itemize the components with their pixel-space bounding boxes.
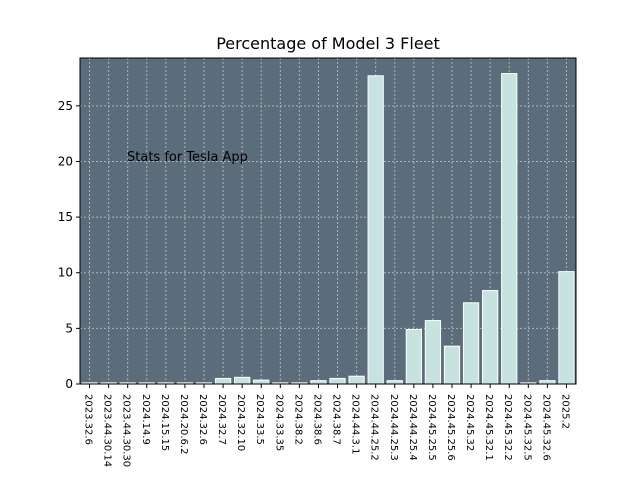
y-tick-label: 5	[65, 321, 73, 335]
x-tick-label: 2024.32.6	[197, 394, 208, 445]
x-tick-label: 2024.20.6.2	[178, 394, 189, 454]
bar	[462, 302, 480, 385]
x-tick-label: 2024.45.32.1	[483, 394, 494, 461]
x-tick-label: 2024.38.2	[292, 394, 303, 445]
x-tick-label: 2024.44.25.2	[369, 394, 380, 461]
axes: 0 5 10 15 20 25 2023.32.6 2023.44.30.14 2023.44.…	[58, 57, 577, 467]
x-tick-label: 2024.44.25.3	[388, 394, 399, 461]
bar	[234, 376, 251, 385]
bar	[501, 73, 518, 385]
x-tick-label: 2024.44.3.1	[350, 394, 361, 454]
y-tick-label: 10	[58, 266, 73, 280]
bar	[348, 375, 365, 385]
bar	[558, 271, 575, 385]
x-tick-label: 2024.45.25.5	[426, 394, 437, 461]
x-tick-label: 2025.2	[559, 394, 570, 429]
bar	[482, 290, 499, 385]
bar	[367, 75, 384, 385]
bar	[310, 380, 327, 385]
bar	[386, 380, 403, 385]
bar-series	[81, 73, 575, 385]
chart-annotation: Stats for Tesla App	[127, 150, 248, 165]
x-tick-label: 2024.38.6	[311, 394, 322, 445]
x-tick-label: 2024.32.10	[235, 394, 246, 451]
bar	[443, 345, 461, 385]
x-tick-label: 2024.33.5	[254, 394, 265, 445]
x-tick-label: 2024.45.32.6	[540, 394, 551, 461]
x-tick-label: 2023.44.30.30	[121, 394, 132, 467]
x-tick-label: 2024.32.7	[216, 394, 227, 445]
y-tick-label: 0	[65, 377, 73, 391]
plot-frame	[79, 57, 577, 385]
bar	[424, 320, 442, 385]
bar	[539, 380, 556, 385]
x-tick-label: 2024.45.25.6	[445, 394, 456, 461]
bar	[214, 377, 232, 385]
bar	[329, 377, 346, 385]
y-tick-label: 25	[58, 99, 73, 113]
chart-title: Percentage of Model 3 Fleet	[216, 34, 440, 53]
bar	[253, 379, 270, 385]
x-tick-label: 2024.45.32.2	[502, 394, 513, 461]
x-tick-label: 2024.38.7	[331, 394, 342, 445]
y-tick-label: 20	[58, 154, 73, 168]
bar	[405, 328, 422, 385]
x-tick-label: 2023.44.30.14	[102, 394, 113, 467]
x-tick-label: 2024.44.25.4	[407, 394, 418, 461]
y-tick-label: 15	[58, 210, 73, 224]
x-tick-label: 2024.15.15	[159, 394, 170, 451]
x-tick-label: 2023.32.6	[83, 394, 94, 445]
x-tick-label: 2024.45.32	[464, 394, 475, 451]
x-tick-label: 2024.45.32.5	[521, 394, 532, 461]
x-tick-label: 2024.14.9	[140, 394, 151, 445]
x-tick-label: 2024.33.35	[273, 394, 284, 451]
